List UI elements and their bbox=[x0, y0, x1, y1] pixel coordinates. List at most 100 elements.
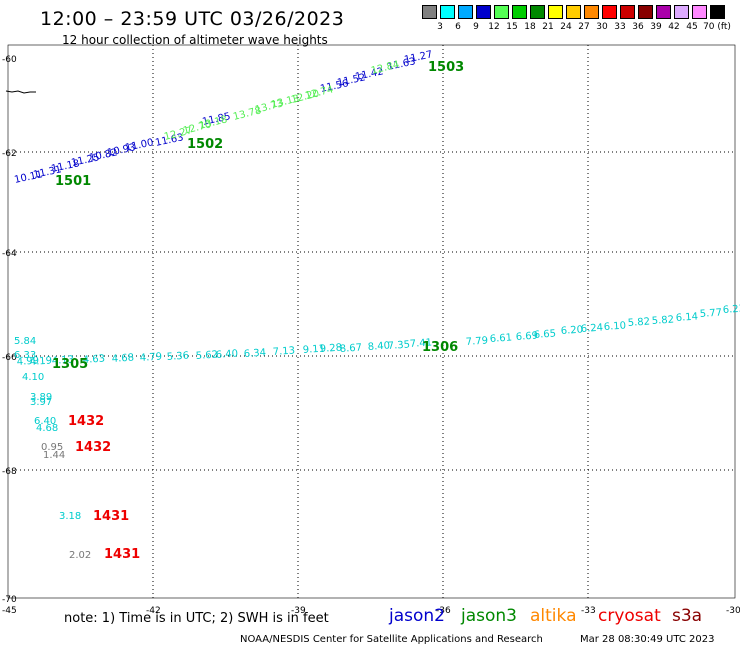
swh-value: 8.67 bbox=[339, 342, 362, 355]
colorbar-label: 27 bbox=[578, 22, 590, 32]
footer-note: note: 1) Time is in UTC; 2) SWH is in fe… bbox=[64, 611, 329, 626]
lat-tick-label: -70 bbox=[2, 595, 17, 605]
coastline-mark bbox=[5, 90, 36, 94]
swh-value: 0.95 bbox=[41, 442, 63, 453]
swh-value: 4.79 bbox=[139, 351, 162, 364]
chart-title: 12:00 – 23:59 UTC 03/26/2023 bbox=[40, 8, 345, 30]
colorbar-swatch bbox=[710, 5, 725, 19]
legend-s3a: s3a bbox=[672, 606, 703, 626]
swh-value: 6.69 bbox=[515, 330, 538, 343]
swh-value: 6.40 bbox=[34, 416, 56, 427]
colorbar-label: 42 bbox=[668, 22, 680, 32]
swh-value: 7.79 bbox=[465, 335, 488, 348]
swh-value: 2.02 bbox=[69, 550, 91, 561]
colorbar-swatch bbox=[674, 5, 689, 19]
swh-value: 3.89 bbox=[30, 392, 52, 403]
legend-altika: altika bbox=[530, 606, 577, 626]
lon-tick-label: -45 bbox=[2, 606, 17, 616]
swh-value: 6.40 bbox=[215, 348, 238, 361]
colorbar-label: 21 bbox=[542, 22, 554, 32]
pass-time-label: 1503 bbox=[428, 60, 464, 75]
lon-tick-label: -33 bbox=[581, 606, 596, 616]
lon-tick-label: -42 bbox=[146, 606, 161, 616]
swh-value: 4.10 bbox=[22, 372, 44, 383]
colorbar-swatch bbox=[530, 5, 545, 19]
colorbar-label: 30 bbox=[596, 22, 608, 32]
swh-value: 6.20 bbox=[560, 324, 583, 337]
colorbar-swatch bbox=[548, 5, 563, 19]
swh-value: 6.65 bbox=[533, 328, 556, 341]
swh-value: 6.61 bbox=[489, 332, 512, 345]
colorbar-label: 15 bbox=[506, 22, 518, 32]
swh-value: 6.14 bbox=[675, 311, 698, 324]
colorbar-swatch bbox=[638, 5, 653, 19]
swh-value: 7.35 bbox=[387, 339, 410, 352]
credit-text: NOAA/NESDIS Center for Satellite Applica… bbox=[240, 634, 543, 645]
swh-value: 9.28 bbox=[319, 342, 342, 355]
colorbar-label: 70 (ft) bbox=[703, 22, 731, 32]
swh-value: 4.68 bbox=[111, 352, 134, 365]
pass-time-labels: 1501 1502 1503 1305 1306 1432 1432 1431 1431 bbox=[52, 60, 464, 562]
colorbar-swatch bbox=[620, 5, 635, 19]
colorbar-swatch bbox=[422, 5, 437, 19]
legend-cryosat: cryosat bbox=[598, 606, 661, 626]
legend-jason3: jason3 bbox=[461, 606, 517, 626]
swh-value: 4.68 bbox=[36, 423, 58, 434]
swh-value: 5.36 bbox=[166, 350, 189, 363]
pass-time-label: 1432 bbox=[68, 414, 104, 429]
colorbar-swatch bbox=[494, 5, 509, 19]
swh-value: 5.84 bbox=[14, 336, 36, 347]
colorbar-label: 45 bbox=[686, 22, 698, 32]
colorbar-label: 39 bbox=[650, 22, 662, 32]
swh-value: 5.62 bbox=[195, 349, 218, 362]
swh-value: 4.63 bbox=[82, 353, 105, 366]
pass-time-label: 1306 bbox=[422, 340, 458, 355]
colorbar-swatch bbox=[440, 5, 455, 19]
lon-tick-label: -39 bbox=[291, 606, 306, 616]
colorbar-swatch bbox=[584, 5, 599, 19]
swh-value: 12.84 bbox=[370, 59, 400, 77]
swh-value: 3.97 bbox=[30, 397, 52, 408]
lon-tick-label: -36 bbox=[436, 606, 451, 616]
colorbar-label: 9 bbox=[473, 22, 479, 32]
map-grid bbox=[7, 44, 736, 599]
lat-tick-label: -62 bbox=[2, 149, 17, 159]
pass-time-label: 1502 bbox=[187, 137, 223, 152]
pass-time-label: 1501 bbox=[55, 174, 91, 189]
colorbar-label: 6 bbox=[455, 22, 461, 32]
colorbar-swatch bbox=[512, 5, 527, 19]
colorbar-swatch bbox=[692, 5, 707, 19]
legend-jason2: jason2 bbox=[389, 606, 445, 626]
lat-tick-label: -66 bbox=[2, 353, 17, 363]
swh-value: 3.18 bbox=[59, 511, 81, 522]
colorbar-label: 24 bbox=[560, 22, 572, 32]
axis-labels: -45 -42 -39 -36 -33 -30 -60 -62 -64 -66 -68 -70 bbox=[2, 55, 740, 616]
swh-value: 4.13 bbox=[51, 354, 74, 367]
lat-tick-label: -68 bbox=[2, 467, 17, 477]
lat-tick-label: -64 bbox=[2, 249, 17, 259]
swh-value: 4.19 bbox=[29, 355, 52, 368]
colorbar-swatch bbox=[602, 5, 617, 19]
swh-value: 6.23 bbox=[722, 303, 740, 316]
colorbar-swatch bbox=[566, 5, 581, 19]
pass-time-label: 1431 bbox=[93, 509, 129, 524]
colorbar-label: 3 bbox=[437, 22, 443, 32]
pass-time-label: 1432 bbox=[75, 440, 111, 455]
pass-time-label: 1305 bbox=[52, 357, 88, 372]
map-frame bbox=[7, 44, 736, 599]
swh-value: 7.13 bbox=[272, 345, 295, 358]
swh-value: 5.77 bbox=[699, 307, 722, 320]
swh-value: 6.10 bbox=[603, 320, 626, 333]
generated-timestamp: Mar 28 08:30:49 UTC 2023 bbox=[580, 634, 715, 645]
coastline-fragment bbox=[5, 90, 36, 94]
colorbar-swatch bbox=[476, 5, 491, 19]
swh-value: 6.34 bbox=[243, 347, 266, 360]
swh-value: 6.24 bbox=[580, 322, 603, 335]
colorbar-swatch bbox=[656, 5, 671, 19]
swh-value: 8.40 bbox=[367, 340, 390, 353]
colorbar-label: 33 bbox=[614, 22, 626, 32]
swh-value: 5.82 bbox=[651, 314, 674, 327]
colorbar-label: 12 bbox=[488, 22, 500, 32]
